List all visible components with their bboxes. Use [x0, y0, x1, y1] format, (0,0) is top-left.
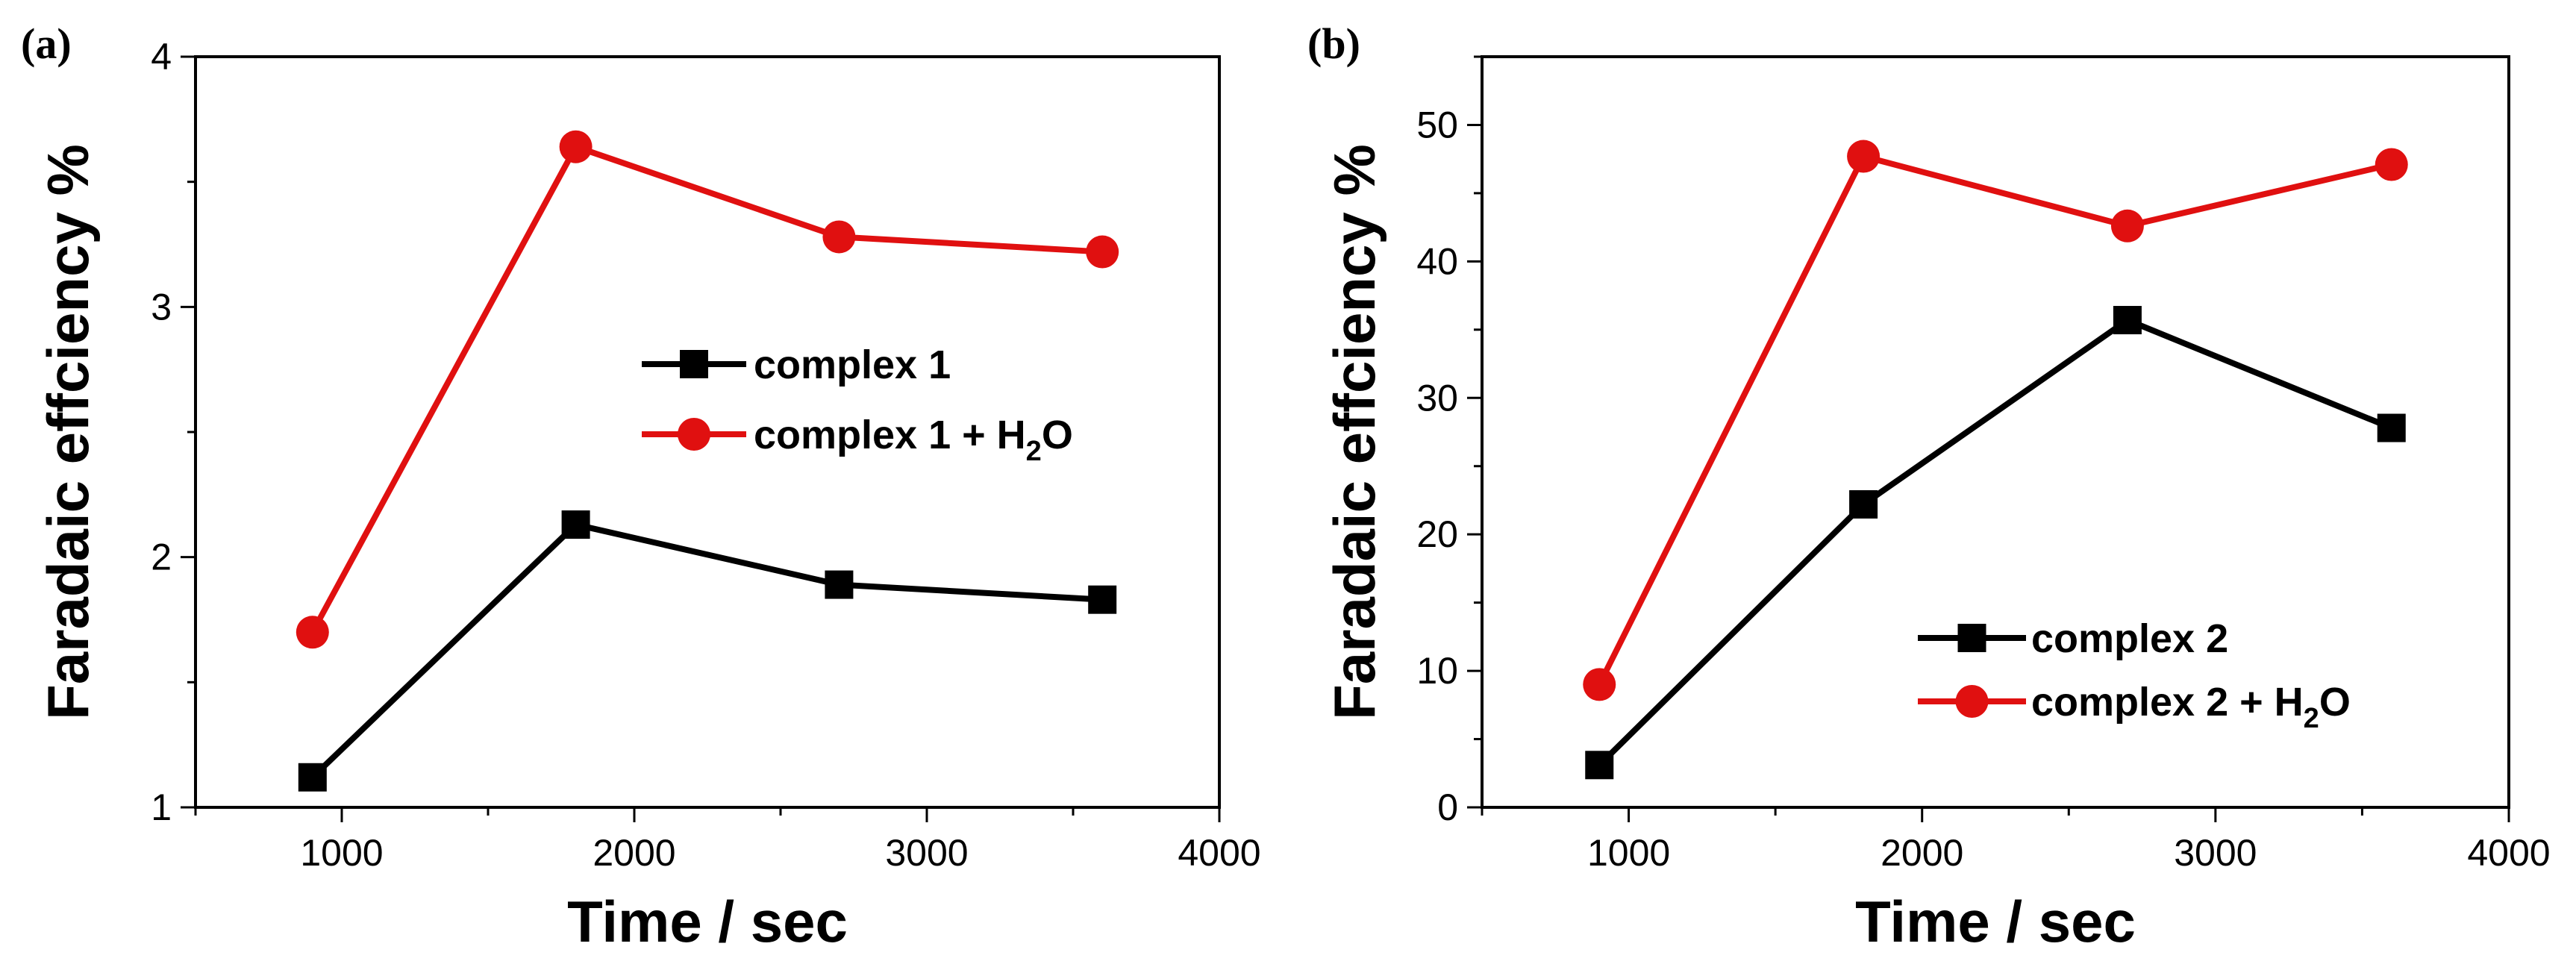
- legend-marker-circle: [1955, 685, 1989, 718]
- data-point-circle: [2375, 148, 2408, 181]
- data-point-square: [2113, 306, 2142, 335]
- legend-label-end: O: [2319, 680, 2351, 725]
- x-tick-label: 3000: [885, 832, 968, 874]
- chart-panel-2: (b) 1000 2000 3000 4000 0 10 20 30 40 50 Time / sec…: [1307, 19, 2551, 954]
- x-tick-label: 4000: [1178, 832, 1260, 874]
- y-tick-label: 4: [151, 36, 172, 78]
- x-tick-label: 1000: [300, 832, 383, 874]
- y-tick-label: 2: [151, 536, 172, 578]
- y-tick-label: 1: [151, 786, 172, 828]
- x-axis-title: Time / sec: [1855, 889, 2136, 954]
- legend-label-end: O: [1042, 413, 1073, 457]
- legend-marker-circle: [678, 418, 710, 451]
- series-line-1: [310, 522, 1103, 780]
- chart-panel-1: (a) 1000 2000 3000 4000 1 2 3 4 Time / sec Faradai…: [21, 19, 1261, 954]
- data-point-square: [1088, 585, 1117, 614]
- x-tick-label: 2000: [593, 832, 675, 874]
- data-point-square: [825, 570, 854, 599]
- data-point-square: [298, 763, 327, 792]
- y-tick-label: 30: [1416, 377, 1458, 419]
- data-point-square: [2377, 413, 2406, 442]
- data-point-square: [561, 510, 590, 539]
- data-point-square: [1585, 751, 1614, 780]
- legend-label-subscript: 2: [1026, 436, 1042, 467]
- data-point-circle: [1086, 235, 1119, 269]
- legend-label-main: complex 1: [754, 342, 951, 387]
- panel-label: (b): [1307, 19, 1360, 68]
- legend-label-main: complex 2 + H: [2031, 680, 2304, 725]
- panel-label: (a): [21, 19, 72, 68]
- legend-label-main: complex 1 + H: [754, 413, 1026, 457]
- y-axis-title: Faradaic effciency %: [1322, 144, 1387, 720]
- legend-marker-square: [680, 350, 708, 378]
- y-axis-title: Faradaic effciency %: [35, 144, 101, 720]
- y-tick-label: 0: [1437, 786, 1458, 828]
- data-point-circle: [1583, 668, 1616, 701]
- legend-label-subscript: 2: [2304, 703, 2319, 734]
- data-point-square: [1849, 489, 1878, 519]
- y-tick-label: 10: [1416, 650, 1458, 692]
- legend-label: complex 2 + H2O: [2031, 680, 2351, 734]
- legend-label-main: complex 2: [2031, 616, 2228, 661]
- data-point-circle: [559, 130, 593, 163]
- legend: complex 1 complex 1 + H2O: [642, 342, 1073, 467]
- data-point-circle: [822, 220, 856, 254]
- legend-label: complex 1: [754, 342, 951, 387]
- data-point-circle: [1847, 140, 1881, 173]
- legend: complex 2 complex 2 + H2O: [1918, 616, 2351, 734]
- y-tick-label: 3: [151, 286, 172, 328]
- legend-label: complex 2: [2031, 616, 2228, 661]
- series-line-2: [310, 143, 1103, 634]
- data-point-circle: [2110, 209, 2144, 242]
- plot-frame: [1481, 55, 2510, 809]
- x-tick-label: 2000: [1881, 832, 1963, 874]
- legend-marker-square: [1957, 624, 1986, 652]
- y-tick-label: 50: [1416, 104, 1458, 146]
- x-tick-label: 1000: [1587, 832, 1670, 874]
- x-axis-title: Time / sec: [567, 889, 848, 954]
- y-tick-label: 20: [1416, 513, 1458, 555]
- series-line-2: [1596, 153, 2392, 686]
- legend-label: complex 1 + H2O: [754, 413, 1073, 467]
- series-line-1: [1597, 317, 2393, 768]
- data-point-circle: [296, 616, 329, 649]
- y-tick-label: 40: [1416, 240, 1458, 282]
- x-tick-label: 4000: [2467, 832, 2550, 874]
- x-tick-label: 3000: [2174, 832, 2257, 874]
